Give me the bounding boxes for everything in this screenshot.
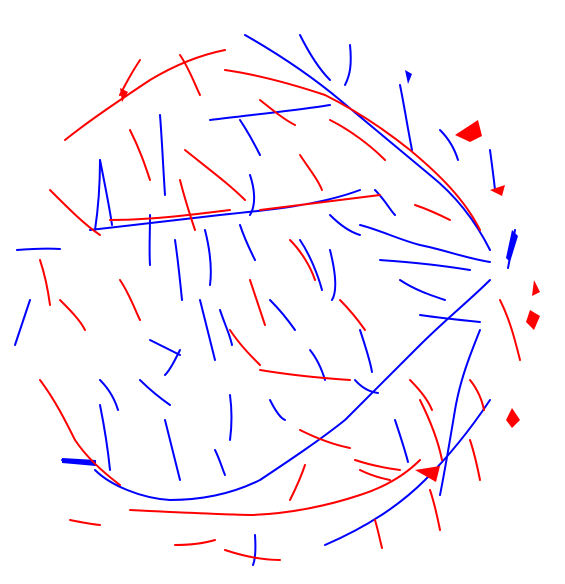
blue-vessel-41 [219,309,233,346]
blue-vessel-34 [16,247,61,251]
red-vessel-17 [429,489,441,531]
blue-vessel-6 [89,189,361,231]
blue-vessel-4 [324,399,491,546]
blue-vessel-21 [399,84,413,151]
blue-vessel-10 [99,159,113,226]
blue-vessel-36 [214,449,226,476]
blue-vessel-layer [14,34,518,566]
red-vessel-23 [229,329,261,366]
red-blob-4 [526,310,540,330]
red-vessel-1 [64,49,226,141]
blue-vessel-19 [399,279,446,301]
blue-vessel-49 [204,229,212,286]
blue-vessel-7 [359,224,491,263]
blue-vessel-28 [164,419,181,481]
red-vessel-2 [224,69,481,231]
red-vessel-9 [129,129,151,181]
blue-blob-3 [62,458,96,466]
blue-vessel-22 [344,44,352,86]
blue-vessel-25 [329,214,361,236]
blue-vessel-24 [374,189,396,216]
blue-vessel-8 [379,259,471,271]
red-vessel-14 [299,429,351,449]
red-vessel-24 [339,299,366,331]
red-vessel-13 [259,369,351,381]
blue-vessel-5 [439,329,481,496]
red-vessel-25 [409,379,433,411]
blue-vessel-44 [439,129,459,161]
blue-vessel-33 [14,299,31,346]
red-vessel-33 [179,54,201,96]
red-blob-1 [455,120,482,142]
red-vessel-5 [259,194,381,211]
red-vessel-10 [59,299,86,331]
red-vessel-20 [224,549,281,561]
blue-vessel-23 [299,34,331,81]
red-vessel-layer [39,49,540,561]
red-blob-7 [532,280,540,296]
red-vessel-37 [359,469,391,481]
red-vessel-16 [419,399,443,461]
blue-vessel-11 [159,114,166,196]
red-vessel-11 [39,379,121,486]
blue-vessel-26 [99,379,119,411]
blue-vessel-15 [239,224,256,261]
blue-vessel-1 [244,34,491,251]
red-blob-6 [490,185,505,196]
red-vessel-21 [289,239,316,281]
blue-vessel-2 [209,104,331,121]
blue-vessel-39 [354,379,379,394]
red-vessel-28 [469,439,481,481]
blue-vessel-16 [249,174,256,216]
blue-blob-2 [405,70,412,84]
red-vessel-15 [354,459,401,471]
red-vessel-31 [69,519,101,526]
blue-vessel-32 [359,329,373,373]
blue-vessel-20 [419,314,481,323]
blue-vessel-3 [94,279,491,501]
blue-vessel-29 [164,349,181,376]
blue-vessel-37 [229,394,233,441]
blue-vessel-47 [394,419,409,463]
blue-vessel-30 [269,399,286,421]
red-blob-3 [506,408,520,428]
red-vessel-12 [129,459,421,516]
red-blob-2 [415,466,440,482]
red-vessel-30 [39,259,51,306]
red-vessel-6 [329,119,386,161]
blue-vessel-9 [94,159,101,231]
blue-vessel-18 [329,249,337,301]
red-vessel-34 [299,154,323,191]
red-vessel-19 [174,539,216,546]
blue-vessel-14 [199,299,216,361]
blue-vessel-43 [139,379,171,406]
blue-vessel-48 [239,119,261,156]
red-vessel-26 [469,379,485,411]
red-vessel-22 [249,279,266,326]
red-vessel-18 [374,519,383,549]
blue-vessel-12 [174,239,183,301]
red-vessel-7 [179,179,196,231]
red-vessel-3 [49,189,101,236]
blue-vessel-27 [99,404,111,471]
blue-vessel-42 [149,339,181,356]
red-vessel-29 [119,279,141,321]
blue-vessel-38 [252,534,257,566]
red-vessel-38 [289,464,306,501]
blue-vessel-31 [309,349,326,381]
red-vessel-36 [414,204,451,221]
blue-vessel-17 [299,239,323,291]
red-blob-5 [120,88,128,102]
blue-blob-1 [506,230,518,262]
red-vessel-4 [109,209,231,221]
blue-vessel-40 [269,299,296,331]
red-vessel-27 [499,299,521,361]
blue-vessel-45 [489,149,496,191]
red-vessel-8 [184,149,246,201]
red-vessel-35 [259,99,296,126]
